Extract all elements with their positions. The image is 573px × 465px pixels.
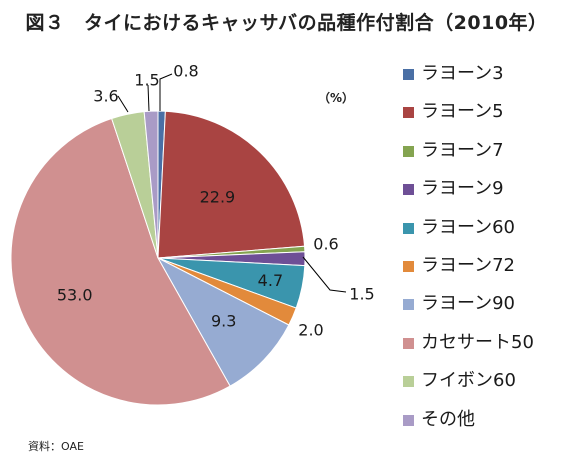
data-label-5: 2.0	[298, 321, 323, 340]
legend-swatch-8	[403, 376, 414, 388]
data-label-4: 4.7	[258, 271, 283, 290]
data-label-2: 0.6	[313, 235, 338, 254]
legend-label-0: ラヨーン3	[421, 63, 504, 84]
data-label-6: 9.3	[211, 312, 236, 331]
legend-swatch-6	[403, 299, 414, 311]
legend-swatch-2	[403, 145, 414, 157]
data-label-1: 22.9	[200, 187, 236, 206]
leader-line-3	[302, 256, 347, 293]
legend-swatch-7	[403, 337, 414, 349]
legend-label-7: カセサート50	[421, 331, 534, 353]
data-label-8: 3.6	[93, 87, 118, 106]
pie-slice-7	[10, 117, 231, 406]
legend-swatch-5	[403, 261, 414, 272]
source-note: 資料：OAE	[28, 440, 84, 453]
legend-label-4: ラヨーン60	[421, 216, 516, 238]
legend-label-9: その他	[421, 408, 475, 430]
legend-label-8: フイボン60	[421, 370, 516, 392]
legend-swatch-0	[403, 69, 414, 80]
legend-label-6: ラヨーン90	[421, 293, 516, 315]
legend-label-1: ラヨーン5	[421, 101, 504, 123]
leader-line-0	[159, 73, 173, 111]
pie-slice-9	[143, 110, 159, 259]
data-label-0: 0.8	[173, 62, 198, 81]
data-label-9: 1.5	[134, 71, 159, 90]
legend-swatch-3	[403, 184, 414, 196]
data-labels: 0.8 22.9 0.6 1.5 4.7 2.0 9.3 53.0 3.6 1.5	[57, 62, 375, 340]
legend-swatch-9	[403, 414, 414, 426]
pie-slices	[10, 110, 306, 406]
leader-line-9	[147, 84, 150, 112]
chart-title: 図３ タイにおけるキャッサバの品種作付割合（2010年）	[25, 12, 548, 34]
legend-label-3: ラヨーン9	[421, 178, 504, 200]
leader-lines	[117, 73, 347, 293]
pie-slice-1	[157, 110, 306, 259]
data-label-3: 1.5	[349, 285, 374, 304]
legend-swatch-1	[403, 107, 414, 119]
data-label-7: 53.0	[57, 285, 93, 304]
unit-label: （%）	[318, 91, 355, 105]
legend-label-2: ラヨーン7	[421, 139, 504, 161]
legend-swatch-4	[403, 222, 414, 234]
pie-slice-6	[156, 256, 290, 387]
leader-line-8	[117, 95, 129, 113]
legend-label-5: ラヨーン72	[421, 255, 516, 276]
